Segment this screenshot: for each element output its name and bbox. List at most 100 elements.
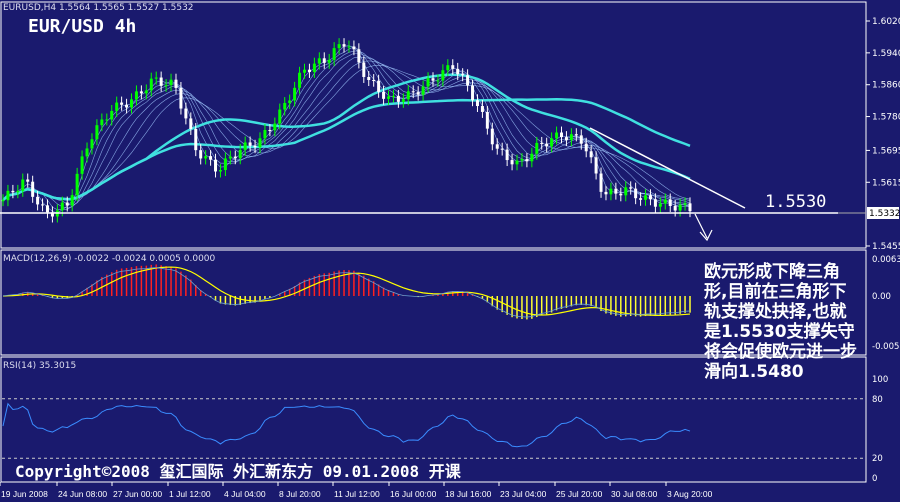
candle-body bbox=[317, 58, 321, 64]
candle-body bbox=[154, 77, 158, 79]
candle-body bbox=[6, 190, 10, 201]
candle-body bbox=[302, 69, 306, 73]
candle-body bbox=[648, 195, 652, 200]
candle-body bbox=[426, 78, 430, 87]
candle-body bbox=[357, 49, 361, 63]
candle-body bbox=[204, 156, 208, 159]
candle-body bbox=[372, 80, 376, 82]
candle-body bbox=[283, 103, 287, 110]
candle-body bbox=[263, 130, 267, 139]
candle-body bbox=[688, 203, 692, 212]
price-tick-label: 1.5860 bbox=[872, 81, 900, 91]
rsi-label: RSI(14) 35.3015 bbox=[3, 361, 77, 371]
candle-body bbox=[658, 203, 662, 207]
moving-average-line bbox=[2, 64, 691, 201]
trendline bbox=[589, 127, 746, 209]
candle-body bbox=[441, 70, 445, 81]
candle-body bbox=[584, 143, 588, 152]
candle-body bbox=[189, 118, 193, 129]
time-tick-label: 24 Jun 08:00 bbox=[58, 489, 107, 499]
candle-body bbox=[278, 109, 282, 124]
candle-body bbox=[362, 62, 366, 77]
candle-body bbox=[144, 90, 148, 94]
candle-body bbox=[421, 86, 425, 95]
candle-body bbox=[307, 69, 311, 72]
candle-body bbox=[485, 111, 489, 129]
rsi-tick-label: 0 bbox=[872, 474, 877, 484]
candle-body bbox=[174, 79, 178, 88]
candle-body bbox=[228, 156, 232, 159]
candle-body bbox=[569, 134, 573, 141]
candle-body bbox=[139, 91, 143, 94]
price-tick-label: 1.5940 bbox=[872, 49, 900, 59]
time-tick-label: 4 Jul 04:00 bbox=[224, 489, 266, 499]
candle-body bbox=[564, 137, 568, 141]
candle-body bbox=[535, 142, 539, 154]
moving-average-line bbox=[2, 52, 691, 206]
candle-body bbox=[90, 139, 94, 149]
current-price-label: 1.5332 bbox=[869, 209, 900, 219]
candle-body bbox=[298, 72, 302, 88]
candle-body bbox=[540, 142, 544, 144]
price-tick-label: 1.5695 bbox=[872, 146, 900, 156]
rsi-tick-label: 100 bbox=[872, 375, 888, 385]
time-tick-label: 16 Jul 00:00 bbox=[390, 489, 437, 499]
candle-body bbox=[199, 150, 203, 159]
candle-body bbox=[1, 200, 5, 202]
macd-tick-label: 0.00 bbox=[872, 292, 891, 302]
candle-body bbox=[589, 151, 593, 158]
current-price-box bbox=[867, 207, 899, 219]
candle-body bbox=[451, 65, 455, 69]
candle-body bbox=[555, 132, 559, 139]
annotation-text: 欧元形成下降三角形,目前在三角形下轨支撑处抉择,也就是1.5530支撑失守将会促… bbox=[704, 262, 857, 382]
macd-line bbox=[2, 267, 691, 318]
candle-body bbox=[480, 106, 484, 112]
candle-body bbox=[75, 173, 79, 196]
candle-body bbox=[105, 119, 109, 121]
candle-body bbox=[614, 188, 618, 194]
candle-body bbox=[209, 156, 213, 160]
candle-body bbox=[258, 138, 262, 148]
candle-body bbox=[65, 202, 69, 206]
candle-body bbox=[634, 188, 638, 199]
candle-body bbox=[574, 134, 578, 136]
candle-body bbox=[629, 187, 633, 189]
slow-moving-average-line bbox=[2, 98, 691, 202]
candle-body bbox=[36, 196, 40, 205]
candle-body bbox=[678, 204, 682, 211]
macd-tick-label: -0.0058 bbox=[872, 342, 900, 352]
candle-body bbox=[243, 142, 247, 150]
moving-average-line bbox=[2, 56, 691, 204]
rsi-tick-label: 80 bbox=[872, 395, 883, 405]
candle-body bbox=[347, 46, 351, 48]
candle-body bbox=[194, 128, 198, 151]
candle-body bbox=[367, 76, 371, 81]
symbol-header: EURUSD,H4 1.5564 1.5565 1.5527 1.5532 bbox=[3, 3, 194, 13]
candle-body bbox=[100, 119, 104, 126]
candle-body bbox=[644, 195, 648, 200]
candle-body bbox=[120, 102, 124, 105]
candle-body bbox=[653, 199, 657, 207]
candle-body bbox=[387, 96, 391, 99]
candle-body bbox=[377, 80, 381, 92]
candle-body bbox=[273, 123, 277, 131]
candle-body bbox=[663, 199, 667, 204]
candle-body bbox=[594, 157, 598, 174]
time-tick-label: 23 Jul 04:00 bbox=[500, 489, 547, 499]
candle-body bbox=[214, 159, 218, 172]
candle-body bbox=[293, 87, 297, 101]
time-tick-label: 18 Jul 16:00 bbox=[445, 489, 492, 499]
candle-body bbox=[130, 99, 134, 108]
candle-body bbox=[312, 63, 316, 72]
candle-body bbox=[169, 79, 173, 86]
candle-body bbox=[520, 159, 524, 161]
panel-border bbox=[0, 356, 867, 483]
copyright-text: Copyright©2008 玺汇国际 外汇新东方 09.01.2008 开课 bbox=[15, 462, 461, 481]
candle-body bbox=[125, 104, 129, 108]
candle-body bbox=[673, 205, 677, 211]
candle-body bbox=[327, 59, 331, 63]
time-tick-label: 25 Jul 20:00 bbox=[556, 489, 603, 499]
candle-body bbox=[475, 100, 479, 107]
